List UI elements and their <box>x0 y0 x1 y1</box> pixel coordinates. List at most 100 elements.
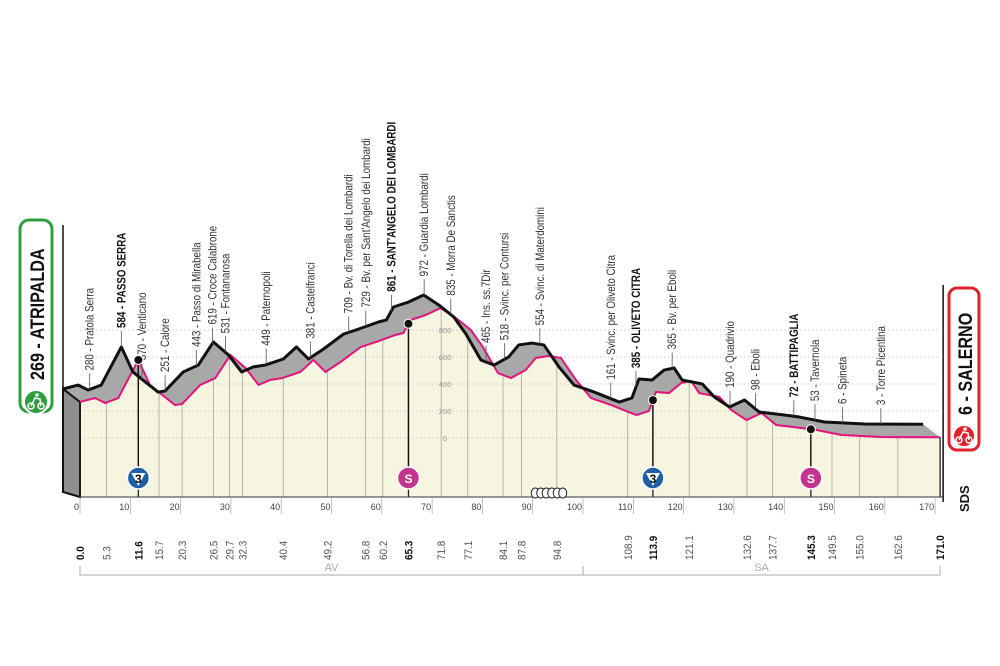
marker-label: S <box>807 472 815 486</box>
km-label: 40.4 <box>279 541 291 560</box>
marker-label: 3 <box>135 472 142 486</box>
place-label: 835 - Morra De Sanctis <box>445 195 458 295</box>
km-label: 162.6 <box>893 535 905 560</box>
marker-label: 3 <box>650 472 657 486</box>
km-label: 15.7 <box>155 541 167 560</box>
place-label: 381 - Castelfranci <box>305 262 318 338</box>
province-label: SA <box>754 562 769 574</box>
elevation-tick-label: 0 <box>443 434 447 443</box>
place-labels: 280 - Pratola Serra 584 - PASSO SERRA 370 … <box>84 122 888 425</box>
place-label: 584 - PASSO SERRA <box>116 232 129 328</box>
x-tick-label: 30 <box>220 502 230 512</box>
x-tick-label: 100 <box>567 502 582 512</box>
km-label: 49.2 <box>323 541 335 560</box>
x-tick-label: 130 <box>718 502 733 512</box>
place-label: 365 - Bv. per Eboli <box>666 270 679 350</box>
place-label: 98 - Eboli <box>750 349 763 390</box>
x-tick-label: 60 <box>371 502 381 512</box>
place-label: 161 - Svinc. per Oliveto Citra <box>605 255 618 380</box>
place-label: 518 - Svinc. per Contursi <box>499 233 512 340</box>
x-tick-label: 140 <box>768 502 783 512</box>
km-label: 113.9 <box>649 536 661 560</box>
sprint-icon: S <box>396 318 421 490</box>
place-label: 449 - Paternopoli <box>261 271 274 345</box>
km-label: 20.3 <box>178 541 190 560</box>
km-label: 0.0 <box>76 546 88 560</box>
place-label: 729 - Bv. per Sant'Angelo dei Lombardi <box>360 138 373 307</box>
place-label: 531 - Fontanarosa <box>220 254 233 334</box>
place-label: 972 - Guardia Lombardi <box>418 173 431 276</box>
km-label: 11.6 <box>134 541 146 560</box>
marker-label: S <box>404 472 412 486</box>
road-side-area <box>63 294 941 438</box>
km-label: 149.5 <box>828 535 840 560</box>
x-tick-label: 170 <box>919 502 934 512</box>
km-label: 71.8 <box>437 541 449 560</box>
x-tick-label: 90 <box>522 502 532 512</box>
place-label: 251 - Calore <box>159 318 172 372</box>
place-label: 190 - Quadrivio <box>724 321 737 388</box>
km-label: 84.1 <box>499 541 511 560</box>
km-label: 132.6 <box>743 535 755 560</box>
elevation-tick-label: 600 <box>439 353 452 362</box>
elevation-grid: 0 200 400 600 800 <box>80 326 941 443</box>
cyclist-finish-icon <box>952 424 976 448</box>
x-tick-label: 160 <box>869 502 884 512</box>
km-axis: 0 10 20 30 40 50 60 70 80 90 100 110 120 130 140 150 160… <box>74 496 948 576</box>
place-label: 385 - OLIVETO CITRA <box>630 268 643 368</box>
place-label: 72 - BATTIPAGLIA <box>788 313 801 397</box>
place-label: 280 - Pratola Serra <box>84 288 97 371</box>
x-tick-label: 110 <box>618 502 632 512</box>
place-label: 619 - Croce Calabrone <box>207 226 220 325</box>
km-label: 32.3 <box>238 541 250 560</box>
markers: 3 S 3 S <box>126 318 823 499</box>
place-label: 370 - Venticano <box>136 292 149 360</box>
km-label: 145.3 <box>806 535 818 560</box>
place-label: 465 - Ins. ss.7Dir <box>480 269 493 343</box>
feed-zone-icon <box>530 487 568 499</box>
place-label: 554 - Svinc. di Materdomini <box>534 207 547 325</box>
x-tick-label: 40 <box>270 502 280 512</box>
brand-logo: SDS <box>957 485 972 512</box>
start-face <box>62 386 81 499</box>
km-label: 65.3 <box>404 541 416 560</box>
climb-category-icon: 3 <box>126 354 151 490</box>
km-label: 26.5 <box>209 541 221 560</box>
surface-area <box>80 307 941 497</box>
elevation-tick-label: 200 <box>439 407 452 416</box>
road-top-line <box>62 293 924 426</box>
km-label: 155.0 <box>855 535 867 560</box>
finish-badge-frame <box>947 286 981 452</box>
km-label: 5.3 <box>102 546 114 560</box>
cyclist-start-icon <box>23 389 49 415</box>
km-label: 87.8 <box>517 541 529 560</box>
elevation-tick-label: 800 <box>439 326 452 335</box>
place-label: 3 - Torre Picentina <box>875 326 888 405</box>
finish-badge: 6 - SALERNO <box>947 286 981 452</box>
profile-surface <box>80 307 941 497</box>
x-tick-label: 80 <box>471 502 481 512</box>
climb-category-icon: 3 <box>641 395 665 490</box>
place-label: 53 - Tavernola <box>809 339 822 401</box>
province-label: AV <box>325 562 340 574</box>
km-label: 60.2 <box>378 541 390 560</box>
sprint-icon: S <box>799 424 823 490</box>
km-label: 137.7 <box>768 535 780 560</box>
km-label: 171.0 <box>936 535 948 560</box>
elevation-tick-label: 400 <box>439 380 452 389</box>
finish-label: 6 - SALERNO <box>955 313 977 415</box>
x-tick-label: 70 <box>421 502 431 512</box>
x-tick-label: 0 <box>74 502 79 512</box>
x-tick-label: 120 <box>668 502 683 512</box>
km-label: 29.7 <box>225 541 237 560</box>
km-label: 121.1 <box>685 535 697 560</box>
km-label: 108.9 <box>623 535 635 560</box>
x-tick-label: 10 <box>119 502 129 512</box>
km-label: 77.1 <box>463 541 475 560</box>
start-badge: 269 - ATRIPALDA <box>18 218 54 415</box>
x-tick-label: 150 <box>818 502 833 512</box>
place-label: 6 - Spineta <box>837 357 850 404</box>
province-bracket <box>582 566 941 576</box>
km-label: 56.8 <box>361 541 373 560</box>
